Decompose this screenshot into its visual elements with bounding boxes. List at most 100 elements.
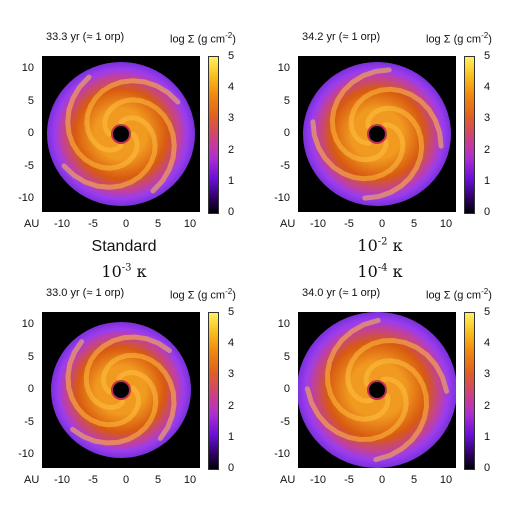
y-tick: 0 [283,383,290,395]
colorbar-tick: 1 [228,175,235,187]
colorbar-title: log Σ (g cm-2) [426,31,492,46]
inner-hole [113,126,129,142]
disk-density-map [42,56,200,212]
colorbar-tick: 5 [228,50,235,62]
y-tick: -10 [274,192,290,204]
axis-unit: AU [280,218,296,230]
colorbar-tick: 5 [228,306,235,318]
colorbar-tick: 0 [484,462,491,474]
y-tick: 10 [277,62,290,74]
x-tick: -5 [88,474,98,486]
colorbar-tick: 0 [228,462,235,474]
spiral-arm [362,105,425,201]
x-tick: 5 [154,218,162,230]
colorbar-title: log Σ (g cm-2) [170,287,236,302]
x-tick: -10 [54,218,70,230]
y-tick: 0 [27,383,34,395]
colorbar-tick: 2 [484,144,491,156]
x-tick: 5 [154,474,162,486]
spiral-arm [363,358,430,463]
time-label: 34.2 yr (≈ 1 orp) [302,31,381,43]
y-tick: -5 [280,160,290,172]
y-tick: 5 [283,351,290,363]
colorbar-tick: 4 [484,337,491,349]
colorbar-tick: 5 [484,306,491,318]
time-label: 33.3 yr (≈ 1 orp) [46,31,125,43]
disk-panel-top-left: 33.3 yr (≈ 1 orp) log Σ (g cm-2) 5 4 3 2… [0,0,256,256]
colorbar-tick: 4 [228,337,235,349]
y-tick: 10 [21,62,34,74]
axis-unit: AU [24,474,40,486]
disk-density-map [298,56,456,212]
inner-hole [113,382,129,398]
colorbar-tick: 2 [484,400,491,412]
colorbar-tick: 5 [484,50,491,62]
spiral-arm [102,97,177,194]
colorbar-tick: 0 [484,206,491,218]
y-tick: 0 [283,127,290,139]
spiral-arm [310,119,406,182]
x-tick: -10 [54,474,70,486]
x-tick: 10 [183,474,197,486]
axis-unit: AU [24,218,40,230]
colorbar-tick: 0 [228,206,235,218]
x-tick: 5 [410,474,418,486]
label-bottom-right-opacity: 10-4 κ [357,262,403,281]
disk-panel-bottom-right: 34.0 yr (≈ 1 orp) log Σ (g cm-2) 5 4 3 2… [256,256,512,512]
spiral-arm [329,67,392,163]
label-standard: Standard [91,238,157,255]
y-tick: 10 [21,318,34,330]
colorbar-tick: 3 [484,368,491,380]
colorbar [208,312,219,470]
spiral-arm [65,339,142,428]
spiral-arm [70,369,159,446]
x-tick: -10 [310,474,326,486]
colorbar-tick: 2 [228,400,235,412]
label-bottom-left-opacity: 10-3 κ [101,262,147,281]
x-tick: 10 [439,474,453,486]
spiral-arm [324,317,391,422]
colorbar-title: log Σ (g cm-2) [170,31,236,46]
y-tick: 5 [283,95,290,107]
x-tick: -5 [344,218,354,230]
colorbar-tick: 3 [228,368,235,380]
colorbar [464,312,475,470]
spiral-arm [84,78,181,153]
x-tick: -5 [88,218,98,230]
disk-density-map [298,312,456,468]
x-tick: 0 [378,218,386,230]
spiral-arm [304,376,409,443]
colorbar-tick: 4 [228,81,235,93]
colorbar [208,56,219,214]
colorbar-tick: 4 [484,81,491,93]
spiral-arm [83,334,172,411]
y-tick: 0 [27,127,34,139]
time-label: 34.0 yr (≈ 1 orp) [302,287,381,299]
colorbar-tick: 1 [484,431,491,443]
y-tick: -10 [274,448,290,460]
spiral-arm [348,86,444,149]
disk-density-map [42,312,200,468]
colorbar-tick: 2 [228,144,235,156]
inner-hole [369,382,385,398]
y-tick: 5 [27,95,34,107]
colorbar-tick: 3 [228,112,235,124]
spiral-arm [345,337,450,404]
colorbar-tick: 1 [228,431,235,443]
colorbar-tick: 3 [484,112,491,124]
colorbar-title: log Σ (g cm-2) [426,287,492,302]
y-tick: -5 [24,160,34,172]
y-tick: -10 [18,192,34,204]
spiral-arm [100,352,177,441]
disk-panel-top-right: 34.2 yr (≈ 1 orp) log Σ (g cm-2) 5 4 3 2… [256,0,512,256]
x-tick: -10 [310,218,326,230]
x-tick: -5 [344,474,354,486]
x-tick: 10 [183,218,197,230]
y-tick: -5 [24,416,34,428]
x-tick: 0 [122,218,130,230]
colorbar [464,56,475,214]
label-top-right-opacity: 10-2 κ [357,236,403,255]
y-tick: 5 [27,351,34,363]
time-label: 33.0 yr (≈ 1 orp) [46,287,125,299]
inner-hole [369,126,385,142]
